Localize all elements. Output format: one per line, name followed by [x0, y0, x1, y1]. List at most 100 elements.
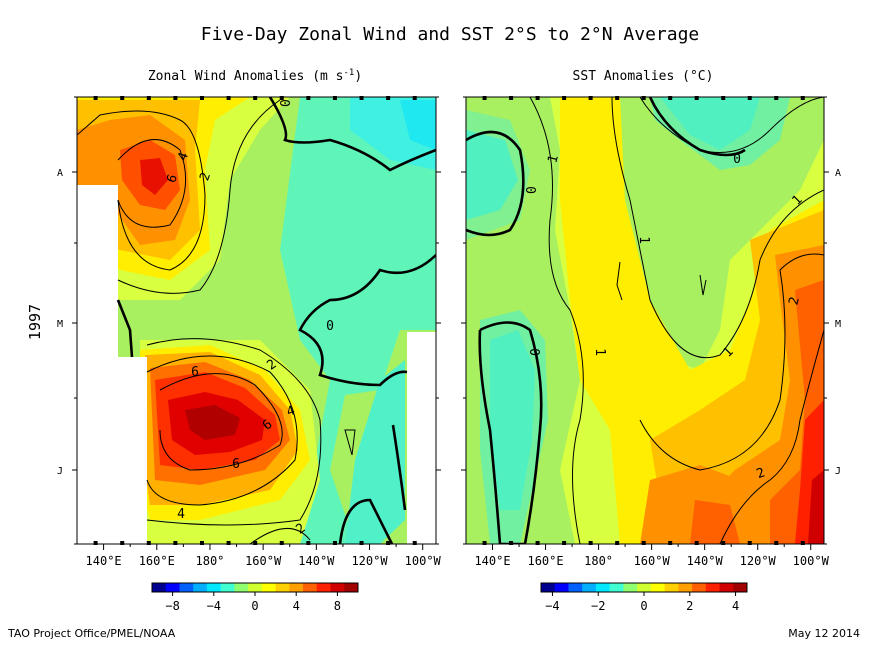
sst-colorbar-swatch	[678, 583, 693, 592]
wind-y-tick-label: J	[57, 466, 63, 477]
sst-x-tick-label: 100°W	[793, 554, 830, 568]
wind-x-tick-label: 100°W	[405, 554, 442, 568]
sst-buoy-marker	[482, 96, 487, 100]
sst-buoy-marker	[747, 541, 752, 545]
sst-colorbar-swatch	[582, 583, 597, 592]
wind-colorbar-swatch	[275, 583, 290, 592]
sst-colorbar-swatch	[719, 583, 734, 592]
wind-buoy-marker	[359, 96, 364, 100]
wind-colorbar-swatch	[330, 583, 345, 592]
sst-buoy-marker	[774, 541, 779, 545]
sst-buoy-marker	[615, 96, 620, 100]
sst-x-tick-label: 160°W	[634, 554, 671, 568]
sst-buoy-marker	[800, 541, 805, 545]
sst-buoy-marker	[721, 96, 726, 100]
wind-buoy-marker	[306, 541, 311, 545]
wind-colorbar-label: 0	[251, 599, 258, 613]
sst-buoy-marker	[588, 541, 593, 545]
wind-buoy-marker	[386, 96, 391, 100]
sst-colorbar-swatch	[609, 583, 624, 592]
wind-buoy-marker	[120, 96, 125, 100]
wind-title-exponent: -1	[344, 68, 355, 78]
date-text: May 12 2014	[788, 627, 860, 640]
wind-buoy-marker	[332, 541, 337, 545]
wind-colorbar-swatch	[206, 583, 222, 592]
sst-buoy-marker	[694, 541, 699, 545]
wind-colorbar-swatch	[193, 583, 208, 592]
wind-x-tick-label: 160°W	[245, 554, 282, 568]
wind-colorbar-swatch	[179, 583, 194, 592]
wind-contour-label: 0	[326, 319, 334, 334]
wind-buoy-marker	[93, 96, 98, 100]
sst-x-tick-label: 140°E	[474, 554, 510, 568]
wind-buoy-marker	[253, 96, 258, 100]
wind-buoy-marker	[146, 96, 151, 100]
credit-text: TAO Project Office/PMEL/NOAA	[7, 627, 176, 640]
sst-colorbar-label: −4	[545, 599, 559, 613]
sst-colorbar-swatch	[623, 583, 638, 592]
sst-contour-label: 0	[733, 152, 741, 167]
wind-colorbar-label: 4	[293, 599, 300, 613]
wind-colorbar-swatch	[303, 583, 318, 592]
wind-y-tick-label: A	[57, 168, 63, 179]
sst-buoy-marker	[747, 96, 752, 100]
sst-colorbar-swatch	[650, 583, 666, 592]
wind-heatmap	[77, 97, 436, 544]
wind-buoy-marker	[412, 541, 417, 545]
sst-y-tick-label: A	[835, 168, 841, 179]
sst-colorbar: −4 −2 0 2 4	[540, 582, 748, 613]
sst-colorbar-swatch	[554, 583, 569, 592]
sst-buoy-marker	[641, 96, 646, 100]
sst-colorbar-swatch	[637, 583, 652, 592]
wind-colorbar-label: −4	[207, 599, 221, 613]
wind-x-tick-label: 180°	[196, 554, 225, 568]
wind-x-tick-label: 120°W	[351, 554, 388, 568]
sst-x-tick-label: 140°W	[687, 554, 724, 568]
wind-contour-label: 6	[232, 457, 240, 472]
sst-colorbar-label: 4	[732, 599, 739, 613]
wind-buoy-marker	[173, 541, 178, 545]
sst-colorbar-swatch	[541, 583, 556, 592]
wind-buoy-marker	[306, 96, 311, 100]
wind-buoy-marker	[253, 541, 258, 545]
sst-colorbar-label: 2	[686, 599, 693, 613]
wind-colorbar-label: −8	[165, 599, 179, 613]
sst-zero-contours	[466, 97, 746, 544]
sst-buoy-marker	[535, 541, 540, 545]
wind-buoy-marker	[279, 541, 284, 545]
wind-zero-contours	[116, 97, 436, 544]
sst-contour-label: 0	[526, 348, 541, 356]
sst-x-tick-label: 160°E	[527, 554, 563, 568]
sst-buoy-marker	[641, 541, 646, 545]
wind-buoy-marker	[386, 541, 391, 545]
year-label: 1997	[26, 304, 44, 340]
wind-x-tick-label: 160°E	[139, 554, 175, 568]
wind-panel-title: Zonal Wind Anomalies (m s-1)	[148, 68, 362, 84]
sst-colorbar-swatch	[692, 583, 707, 592]
wind-colorbar-swatch	[234, 583, 249, 592]
wind-contour-label: 6	[191, 365, 199, 380]
wind-colorbar-label: 8	[334, 599, 341, 613]
wind-colorbar-swatch	[248, 583, 263, 592]
sst-colorbar-label: −2	[591, 599, 605, 613]
sst-x-tick-label: 180°	[584, 554, 613, 568]
sst-buoy-marker	[668, 541, 673, 545]
sst-buoy-marker	[721, 541, 726, 545]
sst-buoy-marker	[800, 96, 805, 100]
figure-title: Five-Day Zonal Wind and SST 2°S to 2°N A…	[201, 24, 700, 45]
wind-buoy-marker	[120, 541, 125, 545]
sst-contour-label: 2	[786, 295, 803, 306]
wind-buoy-marker	[173, 96, 178, 100]
wind-buoy-marker	[412, 96, 417, 100]
sst-buoy-marker	[509, 541, 514, 545]
sst-y-tick-label: J	[835, 466, 841, 477]
wind-buoy-marker	[279, 96, 284, 100]
sst-panel-title: SST Anomalies (°C)	[573, 69, 714, 84]
wind-contour-label: 4	[177, 507, 185, 522]
wind-buoy-marker	[199, 541, 204, 545]
sst-colorbar-swatch	[705, 583, 721, 592]
wind-x-tick-label: 140°E	[86, 554, 122, 568]
sst-buoy-marker	[588, 96, 593, 100]
sst-colorbar-swatch	[595, 583, 611, 592]
